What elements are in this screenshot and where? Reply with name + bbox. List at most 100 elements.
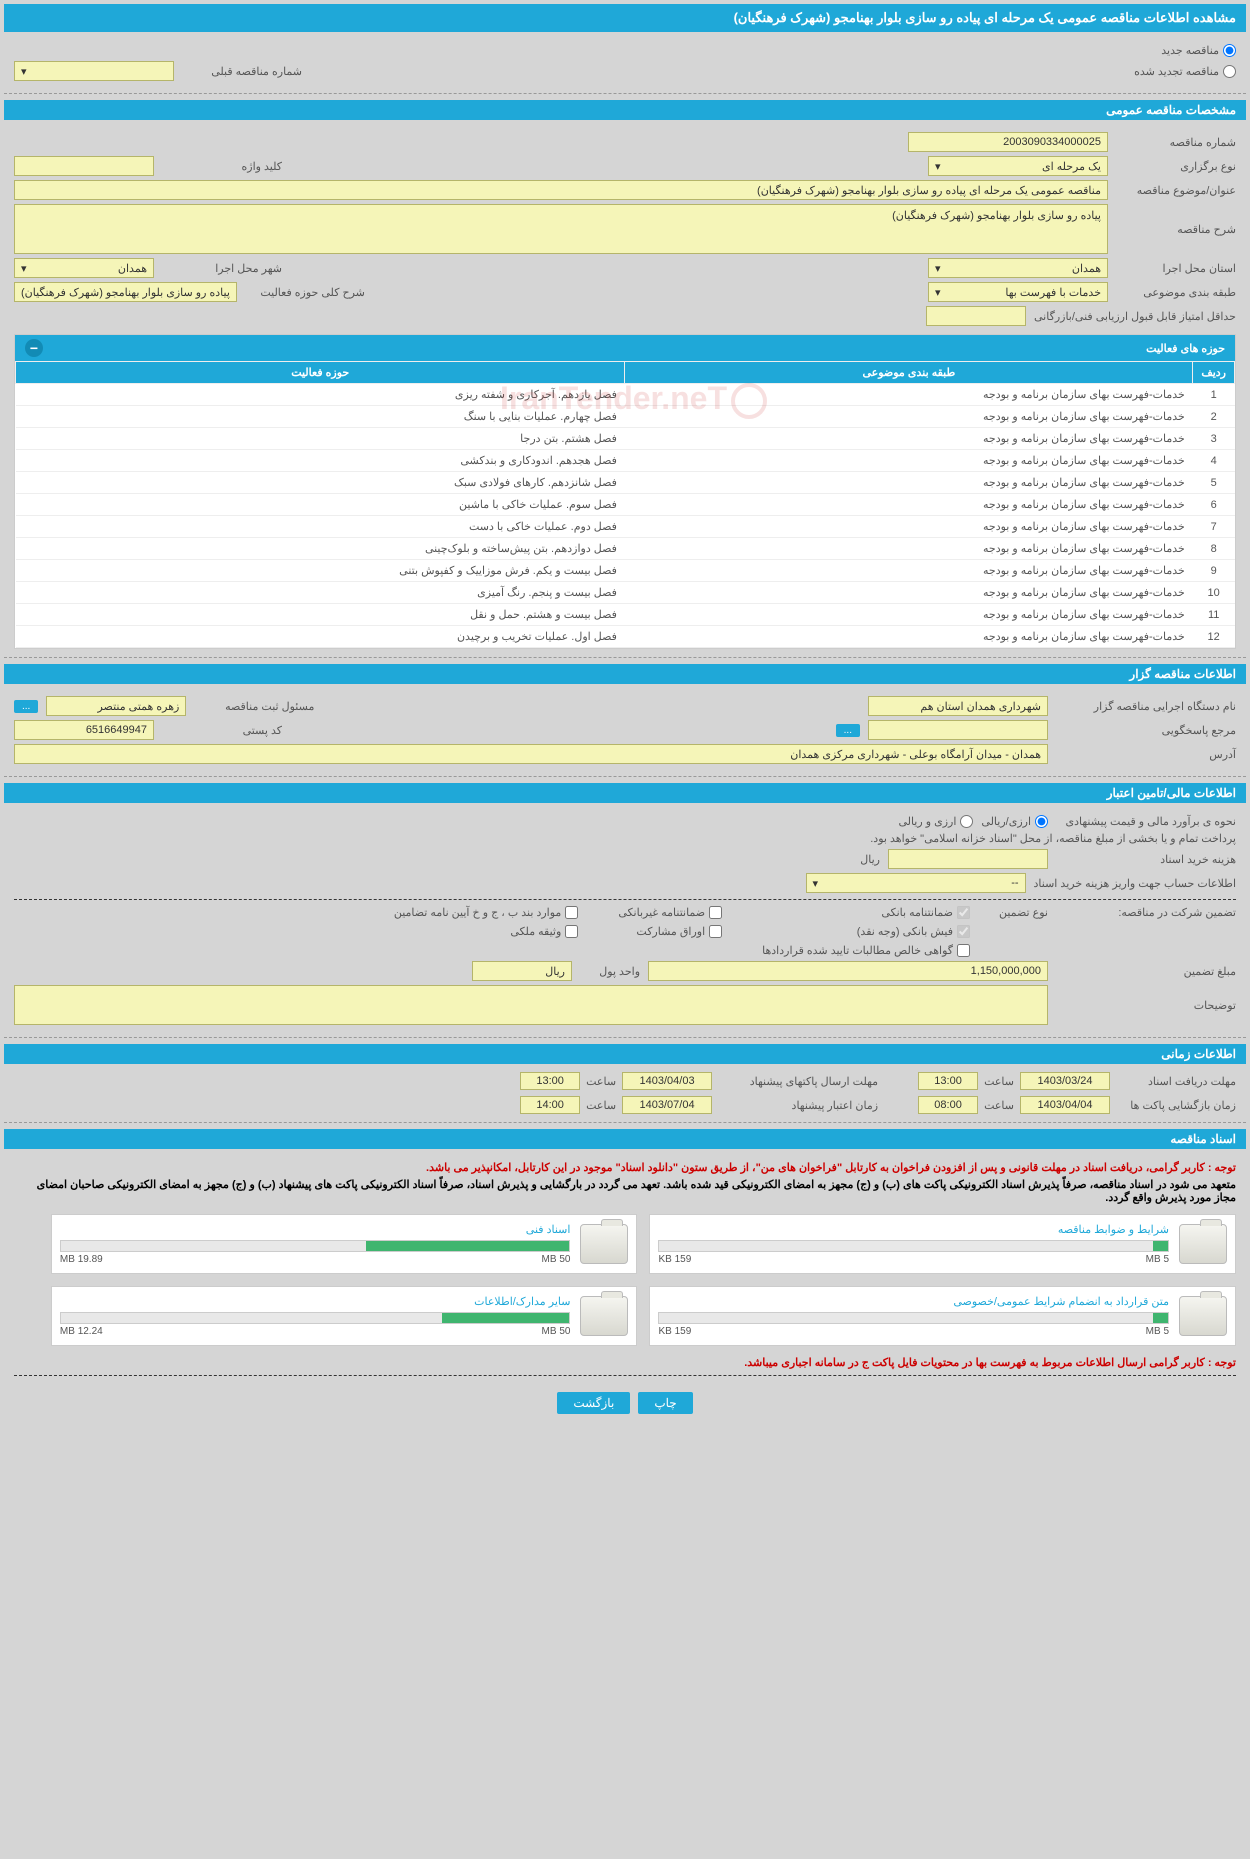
activities-title: حوزه های فعالیت bbox=[1146, 342, 1225, 355]
folder-icon bbox=[1179, 1224, 1227, 1264]
doc-used: 159 KB bbox=[658, 1326, 691, 1337]
section-timing: اطلاعات زمانی bbox=[4, 1044, 1246, 1064]
city-label: شهر محل اجرا bbox=[162, 262, 282, 275]
table-row: 8خدمات-فهرست بهای سازمان برنامه و بودجهف… bbox=[16, 538, 1235, 560]
doc-title: سایر مدارک/اطلاعات bbox=[60, 1295, 571, 1308]
address-label: آدرس bbox=[1056, 748, 1236, 761]
doc-max: 50 MB bbox=[542, 1254, 571, 1265]
table-row: 3خدمات-فهرست بهای سازمان برنامه و بودجهف… bbox=[16, 428, 1235, 450]
payment-note: پرداخت تمام و یا بخشی از مبلغ مناقصه، از… bbox=[870, 832, 1236, 845]
prev-tender-select[interactable] bbox=[14, 61, 174, 81]
section-tenderer: اطلاعات مناقصه گزار bbox=[4, 664, 1246, 684]
time-label-2: ساعت bbox=[984, 1099, 1014, 1112]
doc-max: 5 MB bbox=[1146, 1254, 1169, 1265]
class-select[interactable]: خدمات با فهرست بها bbox=[928, 282, 1108, 302]
back-button[interactable]: بازگشت bbox=[557, 1392, 630, 1414]
exec-label: نام دستگاه اجرایی مناقصه گزار bbox=[1056, 700, 1236, 713]
open-envelopes-label: زمان بازگشایی پاکت ها bbox=[1116, 1099, 1236, 1112]
collapse-icon[interactable]: − bbox=[25, 339, 43, 357]
doc-used: 19.89 MB bbox=[60, 1254, 103, 1265]
doc-card[interactable]: شرایط و ضوابط مناقصه 5 MB 159 KB bbox=[649, 1214, 1236, 1274]
section-financial: اطلاعات مالی/تامین اعتبار bbox=[4, 783, 1246, 803]
send-envelopes-label: مهلت ارسال پاکتهای پیشنهاد bbox=[718, 1075, 878, 1088]
validity-label: زمان اعتبار پیشنهاد bbox=[718, 1099, 878, 1112]
account-label: اطلاعات حساب جهت واریز هزینه خرید اسناد bbox=[1034, 877, 1236, 890]
desc-field: پیاده رو سازی بلوار بهنامجو (شهرک فرهنگی… bbox=[14, 204, 1108, 254]
postal-field: 6516649947 bbox=[14, 720, 154, 740]
radio-renewed-tender[interactable]: مناقصه تجدید شده bbox=[1134, 65, 1236, 78]
check-nonbank-guarantee[interactable]: ضمانتنامه غیربانکی bbox=[618, 906, 722, 919]
guarantee-notes-label: توضیحات bbox=[1056, 999, 1236, 1012]
response-more-button[interactable]: ... bbox=[836, 724, 860, 737]
reg-officer-more-button[interactable]: ... bbox=[14, 700, 38, 713]
radio-new-tender[interactable]: مناقصه جدید bbox=[1161, 44, 1236, 57]
radio-foreign[interactable]: ارزی و ریالی bbox=[898, 815, 973, 828]
table-row: 11خدمات-فهرست بهای سازمان برنامه و بودجه… bbox=[16, 604, 1235, 626]
check-net-claims[interactable]: گواهی خالص مطالبات تایید شده قراردادها bbox=[762, 944, 970, 957]
guarantee-amount-field: 1,150,000,000 bbox=[648, 961, 1048, 981]
col-scope: حوزه فعالیت bbox=[16, 362, 625, 384]
doc-card[interactable]: متن قرارداد به انضمام شرایط عمومی/خصوصی 5… bbox=[649, 1286, 1236, 1346]
scope-label: شرح کلی حوزه فعالیت bbox=[245, 286, 365, 299]
doc-title: شرایط و ضوابط مناقصه bbox=[658, 1223, 1169, 1236]
keyword-field[interactable] bbox=[14, 156, 154, 176]
table-row: 7خدمات-فهرست بهای سازمان برنامه و بودجهف… bbox=[16, 516, 1235, 538]
validity-time: 14:00 bbox=[520, 1096, 580, 1114]
doc-cost-field[interactable] bbox=[888, 849, 1048, 869]
print-button[interactable]: چاپ bbox=[638, 1392, 692, 1414]
doc-max: 5 MB bbox=[1146, 1326, 1169, 1337]
type-label: نوع برگزاری bbox=[1116, 160, 1236, 173]
folder-icon bbox=[580, 1296, 628, 1336]
type-select[interactable]: یک مرحله ای bbox=[928, 156, 1108, 176]
check-bank-guarantee[interactable]: ضمانتنامه بانکی bbox=[762, 906, 970, 919]
doc-cost-unit: ریال bbox=[860, 853, 880, 866]
response-field[interactable] bbox=[868, 720, 1048, 740]
reg-officer-label: مسئول ثبت مناقصه bbox=[194, 700, 314, 713]
doc-cost-label: هزینه خرید اسناد bbox=[1056, 853, 1236, 866]
radio-rial[interactable]: ارزی/ریالی bbox=[981, 815, 1048, 828]
check-property[interactable]: وثیقه ملکی bbox=[394, 925, 578, 938]
send-envelopes-time: 13:00 bbox=[520, 1072, 580, 1090]
response-label: مرجع پاسخگویی bbox=[1056, 724, 1236, 737]
doc-title: اسناد فنی bbox=[60, 1223, 571, 1236]
col-index: ردیف bbox=[1193, 362, 1235, 384]
doc-card[interactable]: اسناد فنی 50 MB 19.89 MB bbox=[51, 1214, 638, 1274]
doc-card[interactable]: سایر مدارک/اطلاعات 50 MB 12.24 MB bbox=[51, 1286, 638, 1346]
time-label-4: ساعت bbox=[586, 1099, 616, 1112]
guarantee-type-label: نوع تضمین bbox=[978, 906, 1048, 919]
min-score-label: حداقل امتیاز قابل قبول ارزیابی فنی/بازرگ… bbox=[1034, 310, 1236, 323]
city-select[interactable]: همدان bbox=[14, 258, 154, 278]
table-row: 12خدمات-فهرست بهای سازمان برنامه و بودجه… bbox=[16, 626, 1235, 648]
folder-icon bbox=[580, 1224, 628, 1264]
receive-docs-label: مهلت دریافت اسناد bbox=[1116, 1075, 1236, 1088]
time-label-3: ساعت bbox=[586, 1075, 616, 1088]
min-score-field[interactable] bbox=[926, 306, 1026, 326]
address-field: همدان - میدان آرامگاه بوعلی - شهرداری مر… bbox=[14, 744, 1048, 764]
guarantee-unit-field: ریال bbox=[472, 961, 572, 981]
keyword-label: کلید واژه bbox=[162, 160, 282, 173]
guarantee-notes-field[interactable] bbox=[14, 985, 1048, 1025]
check-bylaw-items[interactable]: موارد بند ب ، ج و خ آیین نامه تضامین bbox=[394, 906, 578, 919]
doc-title: متن قرارداد به انضمام شرایط عمومی/خصوصی bbox=[658, 1295, 1169, 1308]
radio-new-tender-label: مناقصه جدید bbox=[1161, 44, 1219, 57]
province-select[interactable]: همدان bbox=[928, 258, 1108, 278]
table-row: 9خدمات-فهرست بهای سازمان برنامه و بودجهف… bbox=[16, 560, 1235, 582]
doc-max: 50 MB bbox=[542, 1326, 571, 1337]
doc-notice-3: توجه : کاربر گرامی ارسال اطلاعات مربوط ب… bbox=[14, 1356, 1236, 1369]
validity-date: 1403/07/04 bbox=[622, 1096, 712, 1114]
check-securities[interactable]: اوراق مشارکت bbox=[618, 925, 722, 938]
scope-field: پیاده رو سازی بلوار بهنامجو (شهرک فرهنگی… bbox=[14, 282, 237, 302]
activities-panel: حوزه های فعالیت − ردیف طبقه بندی موضوعی … bbox=[14, 334, 1236, 649]
doc-used: 159 KB bbox=[658, 1254, 691, 1265]
reg-officer-field: زهره همتی منتصر bbox=[46, 696, 186, 716]
tender-no-field: 2003090334000025 bbox=[908, 132, 1108, 152]
check-bank-receipt[interactable]: فیش بانکی (وجه نقد) bbox=[762, 925, 970, 938]
exec-field: شهرداری همدان استان هم bbox=[868, 696, 1048, 716]
doc-notice-2: متعهد می شود در اسناد مناقصه، صرفاً پذیر… bbox=[14, 1178, 1236, 1204]
activities-table: ردیف طبقه بندی موضوعی حوزه فعالیت 1خدمات… bbox=[15, 361, 1235, 648]
doc-used: 12.24 MB bbox=[60, 1326, 103, 1337]
table-row: 1خدمات-فهرست بهای سازمان برنامه و بودجهف… bbox=[16, 384, 1235, 406]
col-class: طبقه بندی موضوعی bbox=[625, 362, 1193, 384]
account-select[interactable]: -- bbox=[806, 873, 1026, 893]
section-documents: اسناد مناقصه bbox=[4, 1129, 1246, 1149]
